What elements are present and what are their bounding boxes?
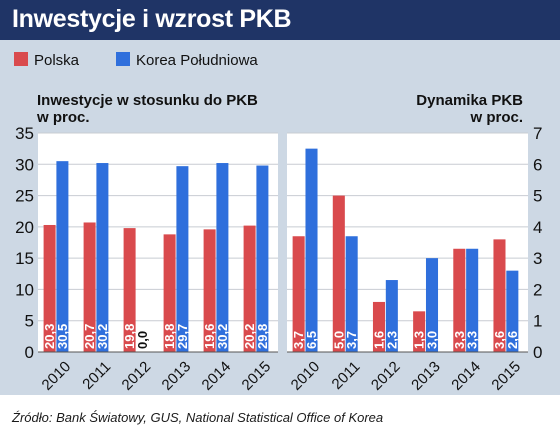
gdp-value-label-polska-2010: 3,7 [291,331,306,349]
investment-bar-polska-2013 [163,234,176,352]
gdp-bar-polska-2010 [292,236,305,352]
investment-bar-polska-2014 [203,229,216,352]
gdp-bar-polska-2015 [493,239,506,352]
gdp-bar-korea-po-udniowa-2015 [506,270,519,352]
investment-bar-polska-2011 [83,222,96,352]
chart-title: Inwestycje i wzrost PKB [12,5,292,33]
gdp-xtick-label-2015: 2015 [488,358,524,394]
gdp-growth-chart: 012345673,76,520105,03,720111,62,320121,… [287,124,542,394]
gdp-ytick-label: 3 [533,249,542,268]
investment-bar-korea-po-udniowa-2014 [216,163,229,352]
investment-xtick-label-2014: 2014 [199,358,235,394]
gdp-value-label-korea-po-udniowa-2014: 3,3 [465,331,480,349]
gdp-xtick-label-2013: 2013 [408,358,444,394]
investment-value-label-polska-2015: 20,2 [242,324,257,349]
investment-chart: 0510152025303520,330,5201020,730,2201119… [15,124,278,394]
gdp-bar-polska-2014 [453,248,466,352]
gdp-value-label-polska-2014: 3,3 [452,331,467,349]
gdp-xtick-label-2012: 2012 [368,358,404,394]
investment-xtick-label-2015: 2015 [239,358,275,394]
investment-plot-area [38,133,278,352]
investment-bar-polska-2012 [123,228,136,352]
investment-subtitle-line-2: w proc. [36,109,90,126]
investment-xtick-label-2013: 2013 [159,358,195,394]
investment-bar-korea-po-udniowa-2010 [56,161,69,352]
gdp-value-label-korea-po-udniowa-2010: 6,5 [304,331,319,349]
investment-subtitle-line-1: Inwestycje w stosunku do PKB [37,92,258,109]
investment-value-label-korea-po-udniowa-2011: 30,2 [95,324,110,349]
investment-bar-korea-po-udniowa-2015 [256,165,269,352]
gdp-bar-korea-po-udniowa-2010 [305,148,318,352]
gdp-xtick-label-2011: 2011 [329,358,364,393]
gdp-ytick-label: 6 [533,155,542,174]
legend-label-korea-po-udniowa: Korea Południowa [136,52,258,69]
gdp-xtick-label-2010: 2010 [288,358,324,394]
gdp-value-label-korea-po-udniowa-2013: 3,0 [425,331,440,349]
gdp-bar-polska-2013 [413,311,426,352]
investment-bar-polska-2015 [243,225,256,352]
investment-ytick-label: 25 [15,187,34,206]
gdp-plot-area [287,133,528,352]
gdp-bar-korea-po-udniowa-2012 [385,280,398,352]
gdp-bar-korea-po-udniowa-2011 [345,236,358,352]
investment-value-label-korea-po-udniowa-2012: 0,0 [135,331,150,349]
gdp-bar-polska-2011 [332,195,345,352]
investment-ytick-label: 10 [15,280,34,299]
investment-bar-polska-2010 [43,224,56,352]
legend: Polska Korea Południowa [14,52,258,69]
investment-value-label-polska-2010: 20,3 [42,324,57,349]
gdp-xtick-label-2014: 2014 [448,358,484,394]
investment-value-label-polska-2014: 19,6 [202,324,217,349]
gdp-bar-korea-po-udniowa-2014 [466,248,479,352]
investment-bar-korea-po-udniowa-2013 [176,166,189,352]
gdp-ytick-label: 1 [533,312,542,331]
investment-value-label-korea-po-udniowa-2014: 30,2 [215,324,230,349]
investment-ytick-label: 30 [15,155,34,174]
gdp-bar-korea-po-udniowa-2013 [425,258,439,352]
gdp-bar-polska-2012 [372,301,386,352]
gdp-subtitle-line-2: w proc. [469,109,523,126]
investment-xtick-label-2010: 2010 [39,358,75,394]
investment-ytick-label: 0 [25,343,34,362]
footer [0,395,560,437]
gdp-ytick-label: 4 [533,218,542,237]
legend-swatch-polska [14,52,28,66]
gdp-value-label-korea-po-udniowa-2012: 2,3 [384,331,399,349]
gdp-value-label-korea-po-udniowa-2011: 3,7 [344,331,359,349]
investment-value-label-polska-2012: 19,8 [122,324,137,349]
gdp-ytick-label: 0 [533,343,542,362]
investment-value-label-korea-po-udniowa-2013: 29,7 [175,324,190,349]
investment-ytick-label: 5 [25,312,34,331]
gdp-value-label-korea-po-udniowa-2015: 2,6 [505,331,520,349]
investment-bar-korea-po-udniowa-2011 [96,163,109,352]
gdp-ytick-label: 2 [533,280,542,299]
gdp-ytick-label: 7 [533,124,542,143]
investment-value-label-korea-po-udniowa-2010: 30,5 [55,324,70,349]
legend-label-polska: Polska [34,52,80,69]
gdp-subtitle-line-1: Dynamika PKB [416,92,523,109]
investment-xtick-label-2011: 2011 [79,358,114,393]
source-note: Źródło: Bank Światowy, GUS, National Sta… [12,410,384,425]
gdp-ytick-label: 5 [533,187,542,206]
investment-value-label-polska-2013: 18,8 [162,324,177,349]
title-bar: Inwestycje i wzrost PKB [0,0,560,40]
investment-ytick-label: 35 [15,124,34,143]
gdp-value-label-polska-2013: 1,3 [412,331,427,349]
gdp-value-label-polska-2015: 3,6 [492,331,507,349]
gdp-value-label-polska-2011: 5,0 [331,331,346,349]
investment-ytick-label: 15 [15,249,34,268]
investment-xtick-label-2012: 2012 [119,358,155,394]
investment-value-label-polska-2011: 20,7 [82,324,97,349]
investment-value-label-korea-po-udniowa-2015: 29,8 [255,324,270,349]
legend-swatch-korea-po-udniowa [116,52,130,66]
gdp-value-label-polska-2012: 1,6 [371,331,386,349]
investment-ytick-label: 20 [15,218,34,237]
